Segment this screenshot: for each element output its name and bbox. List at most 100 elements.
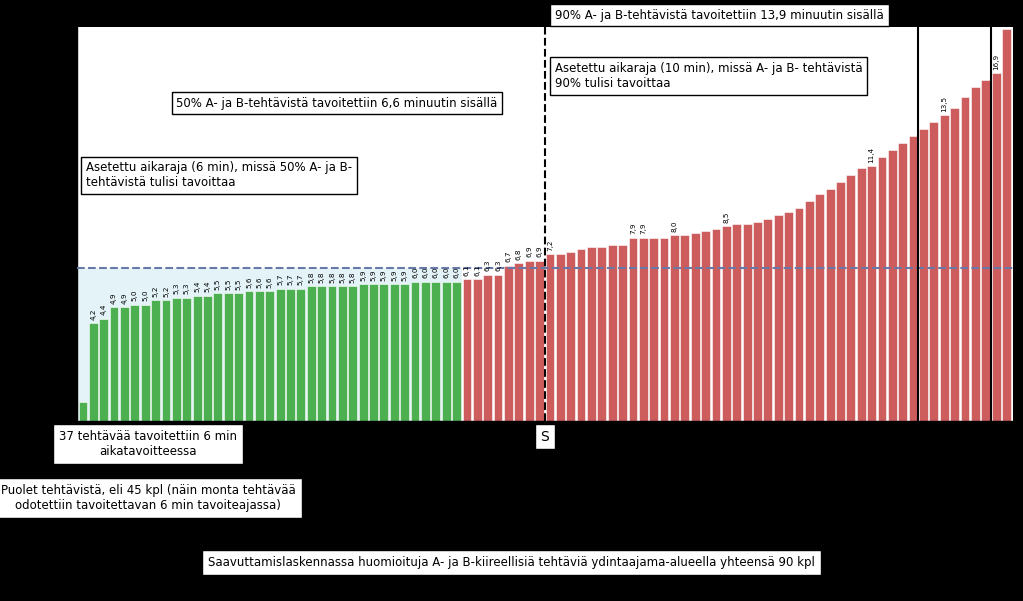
Text: 5,7: 5,7: [277, 273, 283, 285]
Bar: [888, 150, 897, 421]
Bar: [753, 222, 762, 421]
Bar: [991, 73, 1000, 421]
Bar: [846, 175, 855, 421]
Bar: [234, 293, 243, 421]
Bar: [182, 298, 191, 421]
Bar: [597, 247, 607, 421]
Bar: [265, 291, 274, 421]
Text: 5,9: 5,9: [360, 269, 366, 281]
Bar: [763, 219, 772, 421]
Bar: [701, 231, 710, 421]
Bar: [950, 108, 960, 421]
Bar: [650, 238, 658, 421]
Text: 5,4: 5,4: [205, 281, 211, 292]
Text: 8,5: 8,5: [723, 211, 729, 223]
Bar: [743, 224, 752, 421]
Text: 90% A- ja B-tehtävistä tavoitettiin 13,9 minuutin sisällä: 90% A- ja B-tehtävistä tavoitettiin 13,9…: [555, 8, 884, 22]
Text: 4,9: 4,9: [122, 292, 128, 304]
Bar: [473, 279, 482, 421]
Bar: [567, 252, 575, 421]
Text: 5,9: 5,9: [402, 269, 407, 281]
Bar: [815, 194, 825, 421]
Bar: [120, 307, 129, 421]
Bar: [773, 215, 783, 421]
Bar: [639, 238, 648, 421]
Text: 5,0: 5,0: [142, 290, 148, 302]
Bar: [618, 245, 627, 421]
Bar: [515, 263, 523, 421]
Bar: [908, 136, 918, 421]
Bar: [795, 208, 803, 421]
Text: 5,4: 5,4: [194, 281, 201, 292]
Text: 5,8: 5,8: [340, 272, 346, 283]
Bar: [349, 287, 357, 421]
Text: 5,0: 5,0: [132, 290, 138, 302]
Polygon shape: [78, 268, 461, 421]
Bar: [151, 300, 160, 421]
Text: 5,8: 5,8: [329, 272, 335, 283]
Bar: [380, 284, 389, 421]
Bar: [660, 238, 668, 421]
Bar: [961, 97, 970, 421]
Text: 5,6: 5,6: [257, 276, 262, 287]
Bar: [224, 293, 232, 421]
Text: 6,0: 6,0: [443, 267, 449, 278]
Bar: [836, 182, 845, 421]
Text: 7,9: 7,9: [640, 223, 647, 234]
Bar: [732, 224, 741, 421]
Bar: [192, 296, 202, 421]
Text: 6,1: 6,1: [463, 264, 470, 276]
Text: 5,5: 5,5: [215, 278, 221, 290]
Text: 5,9: 5,9: [391, 269, 397, 281]
Bar: [712, 228, 720, 421]
Bar: [297, 288, 305, 421]
Text: 5,8: 5,8: [308, 272, 314, 283]
Bar: [535, 261, 544, 421]
Text: Asetettu aikaraja (6 min), missä 50% A- ja B-
tehtävistä tulisi tavoittaa: Asetettu aikaraja (6 min), missä 50% A- …: [86, 161, 352, 189]
Y-axis label: Saavuttamisaika (minuuttia): Saavuttamisaika (minuuttia): [32, 135, 45, 313]
Text: 5,8: 5,8: [350, 272, 356, 283]
Bar: [577, 249, 585, 421]
Bar: [244, 291, 254, 421]
Text: 5,3: 5,3: [173, 283, 179, 294]
Bar: [868, 166, 876, 421]
Bar: [369, 284, 377, 421]
Bar: [971, 87, 980, 421]
Text: 6,0: 6,0: [422, 267, 429, 278]
Bar: [555, 254, 565, 421]
Bar: [109, 307, 119, 421]
Bar: [276, 288, 284, 421]
Bar: [691, 233, 700, 421]
Bar: [898, 143, 907, 421]
Bar: [462, 279, 472, 421]
Text: 6,9: 6,9: [526, 246, 532, 257]
Bar: [214, 293, 222, 421]
Text: S: S: [540, 430, 549, 444]
Text: 8,0: 8,0: [671, 221, 677, 232]
Text: 6,0: 6,0: [412, 267, 418, 278]
Bar: [826, 189, 835, 421]
Text: 5,2: 5,2: [152, 285, 159, 297]
Text: 7,9: 7,9: [630, 223, 636, 234]
Bar: [390, 284, 399, 421]
Bar: [1003, 29, 1011, 421]
Text: 4,2: 4,2: [90, 308, 96, 320]
Bar: [204, 296, 212, 421]
Bar: [722, 226, 730, 421]
Text: 6,8: 6,8: [516, 248, 522, 260]
Bar: [857, 168, 865, 421]
Bar: [79, 402, 87, 421]
Text: 6,1: 6,1: [475, 264, 480, 276]
Bar: [940, 115, 948, 421]
Bar: [525, 261, 534, 421]
Bar: [327, 287, 337, 421]
Bar: [338, 287, 347, 421]
Text: 5,9: 5,9: [370, 269, 376, 281]
Bar: [981, 81, 990, 421]
Text: 6,3: 6,3: [485, 260, 491, 271]
Bar: [400, 284, 409, 421]
Text: 6,9: 6,9: [536, 246, 542, 257]
Text: 37 tehtävää tavoitettiin 6 min
aikatavoitteessa: 37 tehtävää tavoitettiin 6 min aikatavoi…: [59, 430, 237, 458]
Bar: [141, 305, 149, 421]
Bar: [878, 157, 886, 421]
